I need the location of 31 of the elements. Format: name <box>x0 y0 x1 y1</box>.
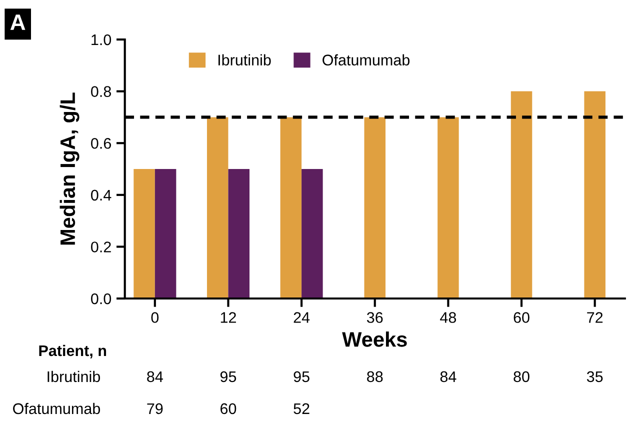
text: 95 <box>294 371 310 382</box>
text: Patient, n <box>39 344 106 358</box>
text: 84 <box>147 371 163 382</box>
text: Ofatumumab <box>13 402 100 414</box>
text: 88 <box>367 371 383 382</box>
text: A <box>10 14 26 30</box>
y-tick-label: 0.2 <box>91 242 111 252</box>
x-tick-label: 0 <box>151 312 159 323</box>
legend-label: Ofatumumab <box>322 54 410 66</box>
y-tick-label: 0.4 <box>91 190 112 201</box>
x-tick-label: 24 <box>294 312 310 323</box>
x-tick-label: 12 <box>220 312 236 323</box>
y-axis-title: Median IgA, g/L <box>60 92 80 245</box>
text: 52 <box>294 403 310 414</box>
y-tick-label: 0.6 <box>91 138 111 149</box>
x-tick-label: 72 <box>587 312 603 323</box>
x-axis-title: Weeks <box>342 332 407 347</box>
legend-label: Ibrutinib <box>218 54 271 66</box>
text: 79 <box>147 403 163 414</box>
y-tick-label: 1.0 <box>92 34 112 46</box>
x-tick-label: 60 <box>514 312 530 323</box>
text: Ibrutinib <box>48 370 100 382</box>
y-tick-label: 0.0 <box>91 293 112 304</box>
text: 80 <box>514 371 530 382</box>
x-tick-label: 36 <box>366 312 383 323</box>
y-tick-label: 0.8 <box>91 86 111 97</box>
x-tick-label: 48 <box>440 312 456 323</box>
text: 95 <box>220 371 236 382</box>
text: 35 <box>586 371 603 382</box>
text: 60 <box>220 403 236 414</box>
text: 84 <box>440 371 456 382</box>
